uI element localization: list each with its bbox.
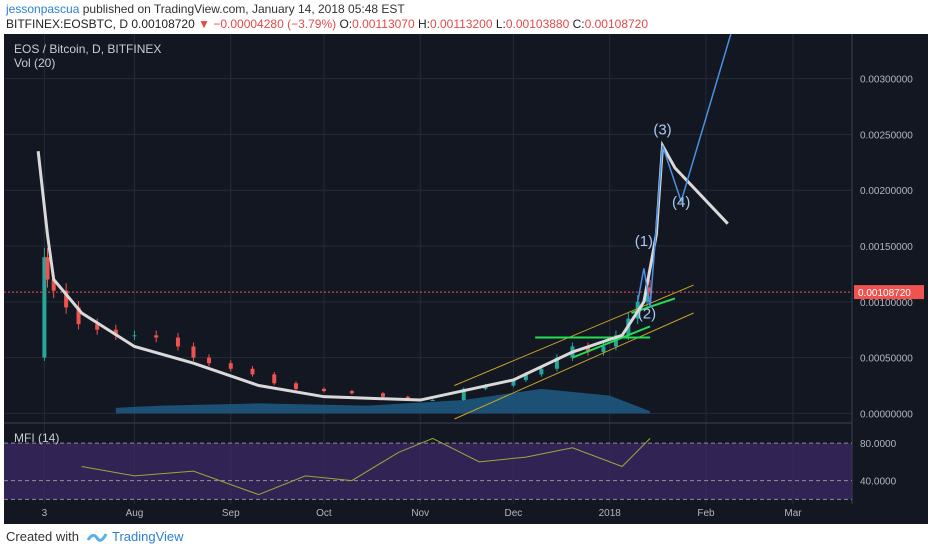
trend-line <box>572 325 651 359</box>
candle-body <box>42 257 47 358</box>
chart-area[interactable]: 0.00000000 0.00050000 0.00100000 0.00150000… <box>4 33 928 524</box>
ohlc-line: BITFINEX:EOSBTC, D 0.00108720 ▼ −0.00004… <box>6 17 648 31</box>
x-tick-label: Nov <box>411 508 429 519</box>
volume-area <box>115 388 651 414</box>
wave-projection-line <box>636 33 732 308</box>
wave-label: (3) <box>653 121 671 138</box>
x-tick-label: Dec <box>505 508 523 519</box>
change-text: −0.00004280 (−3.79%) <box>213 17 337 31</box>
candle-body <box>644 287 649 302</box>
y-tick-label: 0.00150000 <box>860 242 913 253</box>
symbol-text: BITFINEX:EOSBTC, D <box>6 17 129 31</box>
candle-body <box>207 357 212 364</box>
moving-average-line <box>36 140 729 402</box>
channel-upper <box>454 284 694 386</box>
x-tick-label: Sep <box>222 508 240 519</box>
x-tick-label: 3 <box>42 508 48 519</box>
candle-body <box>380 393 385 397</box>
x-tick-label: Feb <box>697 508 715 519</box>
candle-body <box>154 335 159 338</box>
candle-body <box>45 257 50 280</box>
candle-body <box>272 374 277 384</box>
x-tick-label: Aug <box>126 508 144 519</box>
open-value: 0.00113070 <box>352 17 415 31</box>
low-label: L: <box>495 17 506 31</box>
y-tick-label: 0.00200000 <box>860 186 913 197</box>
mfi-tick-label: 40.0000 <box>860 477 897 488</box>
candle-body <box>191 346 196 358</box>
candle-body <box>349 391 354 394</box>
wave-label: (4) <box>672 194 690 211</box>
symbol-label: EOS / Bitcoin, D, BITFINEX <box>14 42 162 56</box>
mfi-band <box>4 443 852 500</box>
candle-body <box>132 335 137 337</box>
candle-body <box>250 368 255 375</box>
candle-body <box>648 287 653 293</box>
mfi-tick-label: 80.0000 <box>860 439 897 450</box>
close-value: 0.00108720 <box>584 17 649 31</box>
candle-body <box>76 307 81 325</box>
candle-body <box>430 400 435 402</box>
footer-bar: Created with TradingView <box>0 526 932 550</box>
candle-body <box>95 324 100 330</box>
mfi-line <box>81 437 651 496</box>
candle-body <box>554 357 559 369</box>
y-tick-label: 0.00300000 <box>860 75 913 86</box>
candle-body <box>293 383 298 389</box>
close-label: C: <box>572 17 585 31</box>
x-tick-label: Mar <box>784 508 802 519</box>
x-tick-label: Oct <box>316 508 332 519</box>
candle-body <box>601 346 606 353</box>
candle-body <box>585 346 590 353</box>
channel-lower <box>454 312 694 420</box>
candle-body <box>113 329 118 336</box>
y-tick-label: 0.00100000 <box>860 298 913 309</box>
candle-body <box>175 337 180 347</box>
candle-body <box>228 363 233 369</box>
created-with-text: Created with <box>6 529 79 544</box>
candle-body <box>523 374 528 380</box>
tradingview-logo-icon <box>86 533 108 542</box>
author-link[interactable]: jessonpascua <box>6 2 80 16</box>
last-price: 0.00108720 <box>131 17 195 31</box>
candle-body <box>461 388 466 401</box>
volume-label: Vol (20) <box>14 56 56 70</box>
price-tag-text: 0.00108720 <box>858 288 911 299</box>
high-label: H: <box>417 17 430 31</box>
published-text: published on TradingView.com, January 14… <box>82 2 405 16</box>
mfi-label: MFI (14) <box>14 431 60 445</box>
y-tick-label: 0.00000000 <box>860 409 913 420</box>
wave-label: (2) <box>638 306 656 323</box>
candle-body <box>64 290 69 308</box>
down-arrow-icon: ▼ <box>198 17 210 31</box>
price-chart-svg[interactable]: 0.00000000 0.00050000 0.00100000 0.00150000… <box>4 33 928 524</box>
price-tag-box <box>854 285 924 300</box>
x-tick-label: 2018 <box>599 508 622 519</box>
candle-body <box>511 379 516 386</box>
tradingview-link[interactable]: TradingView <box>112 529 184 544</box>
wave-label: (1) <box>635 233 653 250</box>
y-tick-label: 0.00250000 <box>860 130 913 141</box>
chart-header: jessonpascua published on TradingView.co… <box>0 0 932 32</box>
publish-line: jessonpascua published on TradingView.co… <box>6 2 405 16</box>
high-value: 0.00113200 <box>429 17 493 31</box>
candle-body <box>539 368 544 375</box>
open-label: O: <box>339 17 353 31</box>
y-tick-label: 0.00050000 <box>860 354 913 365</box>
candle-body <box>321 388 326 392</box>
low-value: 0.00103880 <box>505 17 570 31</box>
candle-body <box>51 279 56 291</box>
